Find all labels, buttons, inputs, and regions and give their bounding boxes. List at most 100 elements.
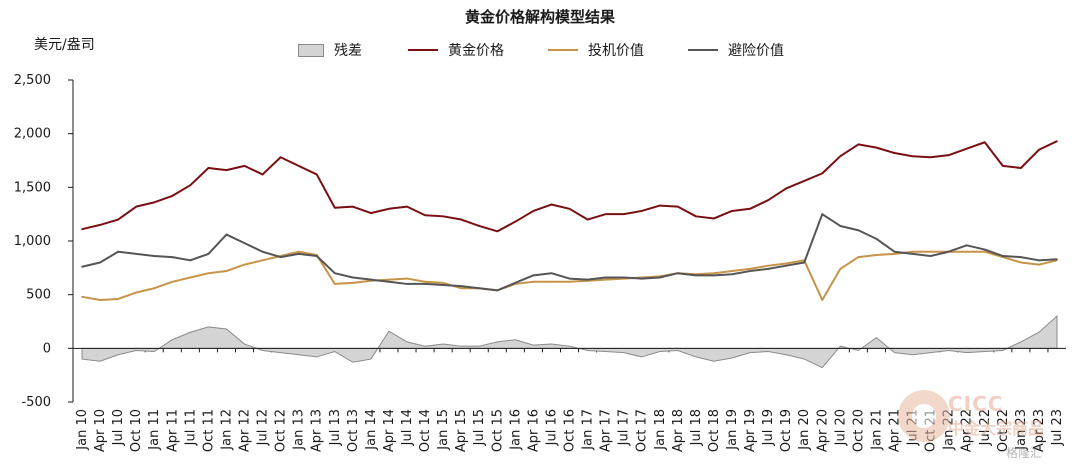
x-tick-label: Jan 22 — [942, 409, 957, 451]
data-point — [333, 272, 336, 275]
x-tick-label: Apr 16 — [526, 409, 541, 452]
chart-legend: 残差 黄金价格 投机价值 避险价值 — [0, 40, 1080, 60]
chart-title: 黄金价格解构模型结果 — [464, 8, 615, 26]
data-point — [1020, 256, 1022, 258]
data-point — [893, 250, 896, 253]
x-tick-label: Jan 21 — [869, 409, 884, 451]
x-tick-label: Jan 12 — [219, 409, 234, 451]
data-point — [965, 244, 968, 247]
data-point — [947, 250, 950, 253]
data-point — [261, 250, 264, 253]
data-point — [965, 250, 968, 253]
data-point — [695, 274, 697, 277]
series-line-gold-price — [81, 140, 1058, 233]
data-point — [297, 165, 300, 167]
line-swatch-icon — [688, 49, 718, 51]
x-tick-label: Jul 15 — [472, 409, 487, 446]
data-point — [81, 296, 83, 298]
data-point — [640, 277, 643, 280]
data-point — [929, 156, 932, 159]
data-point — [893, 253, 896, 255]
data-point — [225, 270, 228, 272]
data-point — [352, 276, 354, 279]
data-point — [929, 255, 932, 257]
data-point — [171, 280, 174, 283]
data-point — [189, 276, 192, 279]
x-tick-label: Oct 20 — [851, 409, 866, 452]
data-point — [460, 287, 462, 290]
data-point — [333, 283, 336, 285]
legend-label: 避险价值 — [728, 43, 784, 59]
x-tick-label: Jan 16 — [508, 409, 523, 451]
data-point — [677, 205, 679, 208]
data-point — [225, 169, 228, 171]
data-point — [315, 173, 318, 176]
y-tick-label: 2,000 — [14, 127, 51, 142]
x-tick-label: Jul 13 — [328, 409, 343, 446]
x-tick-label: Apr 11 — [165, 409, 180, 452]
x-tick-label: Jan 23 — [1014, 409, 1029, 451]
data-point — [586, 278, 589, 281]
x-tick-label: Jul 20 — [833, 409, 848, 446]
x-tick-label: Jul 23 — [1050, 409, 1065, 446]
x-tick-label: Jul 19 — [761, 409, 776, 446]
data-point — [1002, 165, 1004, 167]
x-tick-label: Jan 17 — [581, 409, 596, 451]
data-point — [442, 284, 444, 286]
data-point — [875, 146, 878, 149]
data-point — [785, 187, 787, 190]
data-point — [406, 205, 408, 208]
data-point — [550, 272, 553, 275]
x-tick-label: Jan 15 — [436, 409, 451, 451]
data-point — [983, 248, 986, 251]
x-tick-label: Jul 12 — [256, 409, 271, 446]
area-swatch-icon — [298, 43, 324, 57]
data-point — [604, 276, 607, 279]
y-tick-label: 2,500 — [14, 73, 51, 88]
x-tick-label: Oct 17 — [635, 409, 650, 452]
data-point — [99, 299, 101, 301]
data-point — [929, 250, 932, 253]
data-point — [713, 272, 715, 275]
data-point — [333, 206, 336, 209]
data-point — [117, 298, 119, 300]
x-tick-label: Jan 10 — [75, 409, 90, 451]
legend-item-gold-price: 黄金价格 — [408, 40, 504, 60]
line-swatch-icon — [408, 49, 438, 51]
data-point — [153, 287, 156, 290]
data-point — [117, 218, 119, 221]
data-point — [99, 261, 101, 264]
data-point — [496, 230, 499, 233]
data-point — [586, 218, 589, 221]
data-point — [767, 268, 769, 270]
data-point — [225, 233, 228, 236]
data-point — [785, 262, 787, 265]
data-point — [839, 225, 842, 227]
data-point — [622, 213, 625, 215]
data-point — [171, 195, 174, 197]
data-point — [117, 250, 119, 253]
data-point — [1038, 263, 1040, 266]
x-tick-label: Apr 13 — [310, 409, 325, 452]
data-point — [297, 253, 300, 255]
x-tick-label: Oct 22 — [996, 409, 1011, 452]
data-point — [604, 278, 607, 281]
y-tick-label: 1,500 — [14, 180, 51, 195]
data-point — [153, 255, 156, 257]
data-point — [857, 229, 860, 232]
data-point — [406, 283, 408, 285]
data-point — [731, 210, 733, 212]
data-point — [81, 228, 83, 230]
x-tick-label: Oct 12 — [274, 409, 289, 452]
data-point — [947, 154, 950, 156]
data-point — [388, 208, 390, 210]
data-point — [514, 220, 517, 223]
data-point — [81, 265, 83, 268]
data-point — [478, 287, 481, 290]
data-point — [442, 215, 444, 218]
x-tick-label: Jul 11 — [183, 409, 198, 446]
data-point — [207, 272, 210, 275]
data-point — [911, 250, 914, 253]
x-tick-label: Oct 10 — [129, 409, 144, 452]
